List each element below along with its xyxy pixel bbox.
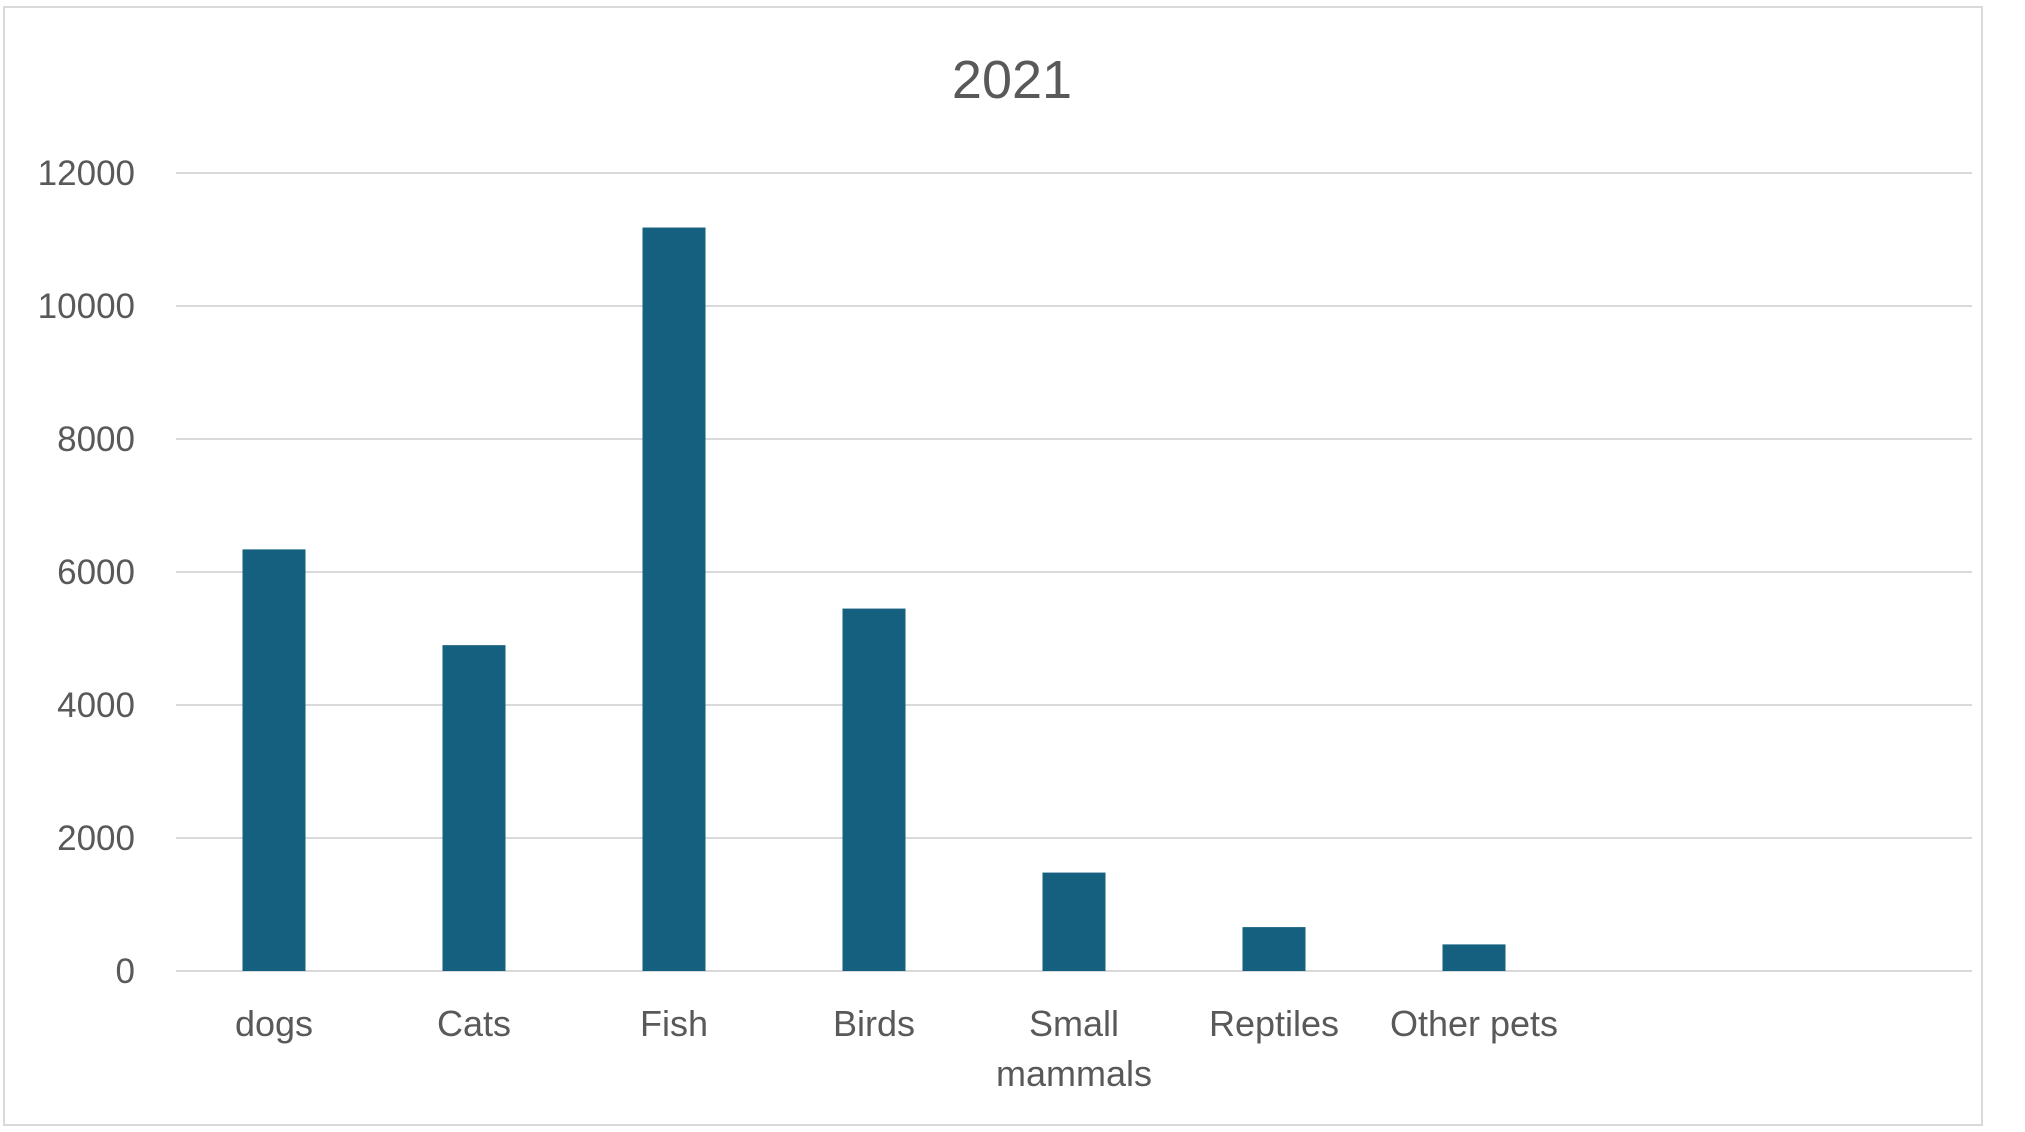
bar-other-pets: [1442, 944, 1506, 971]
x-category-label: dogs: [235, 1003, 313, 1044]
x-category-label: Fish: [640, 1003, 708, 1044]
y-tick-label: 4000: [57, 686, 135, 725]
x-category-label: Small mammals: [996, 1003, 1152, 1094]
y-axis-tick-labels: 0 2000 4000 6000 8000 10000 12000: [38, 154, 135, 991]
y-tick-label: 8000: [57, 420, 135, 459]
bar-small-mammals: [1042, 872, 1106, 971]
bars: [242, 227, 1506, 971]
y-tick-label: 10000: [38, 287, 135, 326]
x-category-label: Birds: [833, 1003, 915, 1044]
x-category-label: Cats: [437, 1003, 511, 1044]
y-tick-label: 2000: [57, 819, 135, 858]
bar-reptiles: [1242, 927, 1306, 971]
x-axis-category-labels: dogs Cats Fish Birds Small mammals Reptiles Oth…: [235, 1003, 1558, 1094]
bar-fish: [642, 227, 706, 971]
bar-birds: [842, 608, 906, 971]
x-category-label: Other pets: [1390, 1003, 1558, 1044]
bar-cats: [442, 645, 506, 971]
y-tick-label: 0: [116, 952, 135, 991]
y-tick-label: 6000: [57, 553, 135, 592]
chart-title: 2021: [952, 50, 1072, 110]
chart-frame: [3, 6, 1983, 1126]
y-tick-label: 12000: [38, 154, 135, 193]
x-category-label: Reptiles: [1209, 1003, 1339, 1044]
bar-dogs: [242, 549, 306, 971]
